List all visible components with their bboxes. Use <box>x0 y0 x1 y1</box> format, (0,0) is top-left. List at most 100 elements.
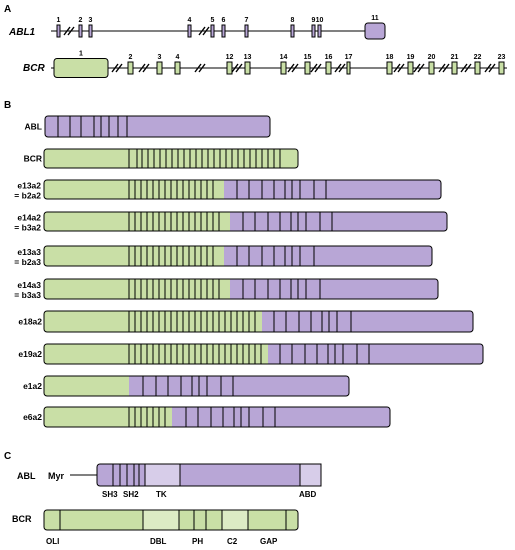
bcr-dbl-domain <box>142 509 180 531</box>
transcript-outline <box>43 278 439 300</box>
abl-portion <box>218 180 441 199</box>
abl1-exon <box>88 24 93 38</box>
abl-protein: ABL Myr SH3 SH2 TK ABD <box>17 463 322 499</box>
bcr-exon-number: 17 <box>345 54 353 61</box>
bcr-exon <box>280 61 287 75</box>
transcript-label: e1a2 <box>23 381 42 391</box>
transcript-label: = b2a3 <box>14 257 41 267</box>
bcr-exon <box>407 61 414 75</box>
transcript-label: e6a2 <box>23 412 42 422</box>
bcr-break-mark <box>198 63 206 73</box>
bcr-exon <box>127 61 134 75</box>
bcr-break-mark <box>393 63 401 73</box>
bcr-exons <box>53 58 505 78</box>
bcr-portion <box>44 180 224 199</box>
transcript-label: e14a3 <box>17 280 41 290</box>
abl-abd-domain <box>299 463 322 487</box>
bcr-portion-edge <box>218 246 224 266</box>
transcript-outline <box>43 375 350 397</box>
c2-domain-label: C2 <box>227 537 238 546</box>
abl1-exon <box>364 22 386 40</box>
bcr-break-mark <box>413 63 421 73</box>
abl-portion <box>262 344 483 364</box>
bcr-break-mark <box>417 63 425 73</box>
abl1-exon <box>311 24 316 38</box>
bcr-exon <box>174 61 181 75</box>
transcript-label: = b2a2 <box>14 191 41 201</box>
abl-protein-label: ABL <box>17 471 36 481</box>
bcr-exon <box>498 61 505 75</box>
bcr-exon-number: 16 <box>325 54 333 61</box>
abl1-exon-number: 1 <box>57 17 61 24</box>
bcr-exon <box>304 61 311 75</box>
abl1-exon-number: 8 <box>291 17 295 24</box>
transcript-row: e14a2= b3a2 <box>14 211 448 233</box>
abl1-exon <box>78 24 83 38</box>
bcr-portion <box>44 212 230 231</box>
bcr-break-mark <box>484 63 492 73</box>
transcript-row: e19a2 <box>18 343 484 365</box>
bcr-break-mark <box>231 63 239 73</box>
bcr-break-mark <box>338 63 346 73</box>
bcr-portion-edge <box>262 344 268 364</box>
oli-domain-label: OLI <box>46 537 59 546</box>
bcr-exon-number: 15 <box>304 54 312 61</box>
bcr-exon-number: 20 <box>428 54 436 61</box>
abl1-exons <box>56 22 386 40</box>
transcript-label: e14a2 <box>17 213 41 223</box>
abl1-exon-number: 9 <box>312 17 316 24</box>
panel-c: C ABL Myr SH3 SH2 TK ABD BCR OLI DBL PH … <box>4 451 322 546</box>
abl1-exon <box>210 24 215 38</box>
bcr-exon-number: 21 <box>451 54 459 61</box>
tk-domain-label: TK <box>156 490 167 499</box>
abl1-break-mark <box>63 26 71 36</box>
bcr-exon <box>226 61 233 75</box>
bcr-break-mark <box>310 63 318 73</box>
abl-portion <box>256 311 473 332</box>
transcript-label: e19a2 <box>18 349 42 359</box>
abl1-exon-number: 5 <box>211 17 215 24</box>
abl-portion <box>218 246 432 266</box>
bcr-break-mark <box>314 63 322 73</box>
bcr-portion <box>44 344 268 364</box>
transcript-outline <box>43 406 391 428</box>
transcript-label: = b3a3 <box>14 290 41 300</box>
transcript-outline <box>44 115 271 138</box>
abl-portion <box>224 279 438 299</box>
bcr-gene-label: BCR <box>23 63 45 74</box>
bcr-exon-number: 22 <box>474 54 482 61</box>
bcr-breaks <box>111 63 496 73</box>
abl1-exon-number: 11 <box>371 15 379 22</box>
transcript-label: = b3a2 <box>14 223 41 233</box>
abl1-exon <box>221 24 226 38</box>
transcript-outline <box>43 310 474 333</box>
bcr-break-mark <box>142 63 150 73</box>
bcr-portion-edge <box>256 311 262 332</box>
bcr-portion <box>44 407 172 427</box>
abl1-exon-number: 3 <box>89 17 93 24</box>
bcr-portion <box>44 376 129 396</box>
abl1-exon <box>290 24 295 38</box>
abl-domain-lines <box>112 464 146 486</box>
bcr-break-mark <box>111 63 119 73</box>
bcr-exon-number: 14 <box>280 54 288 61</box>
bcr-portion-edge <box>218 180 224 199</box>
bcr-exon-number: 1 <box>79 51 83 58</box>
bcr-exon <box>428 61 435 75</box>
bcr-portion-edge <box>123 376 129 396</box>
transcript-outline <box>43 343 484 365</box>
panel-a-label: A <box>4 4 11 15</box>
bcr-exon-number: 2 <box>129 54 133 61</box>
transcript-row: e14a3= b3a3 <box>14 278 439 300</box>
abl1-exon-number: 4 <box>188 17 192 24</box>
bcr-break-mark <box>194 63 202 73</box>
bcr-break-mark <box>464 63 472 73</box>
abl1-break-mark <box>67 26 75 36</box>
transcript-row: e13a3= b2a3 <box>14 245 433 267</box>
sh2-domain-label: SH2 <box>123 490 139 499</box>
bcr-exon-numbers: 1 2 3 4 12 13 14 15 16 17 18 19 20 21 22 23 <box>79 51 505 62</box>
transcript-label: ABL <box>25 122 42 132</box>
bcr-break-mark <box>460 63 468 73</box>
